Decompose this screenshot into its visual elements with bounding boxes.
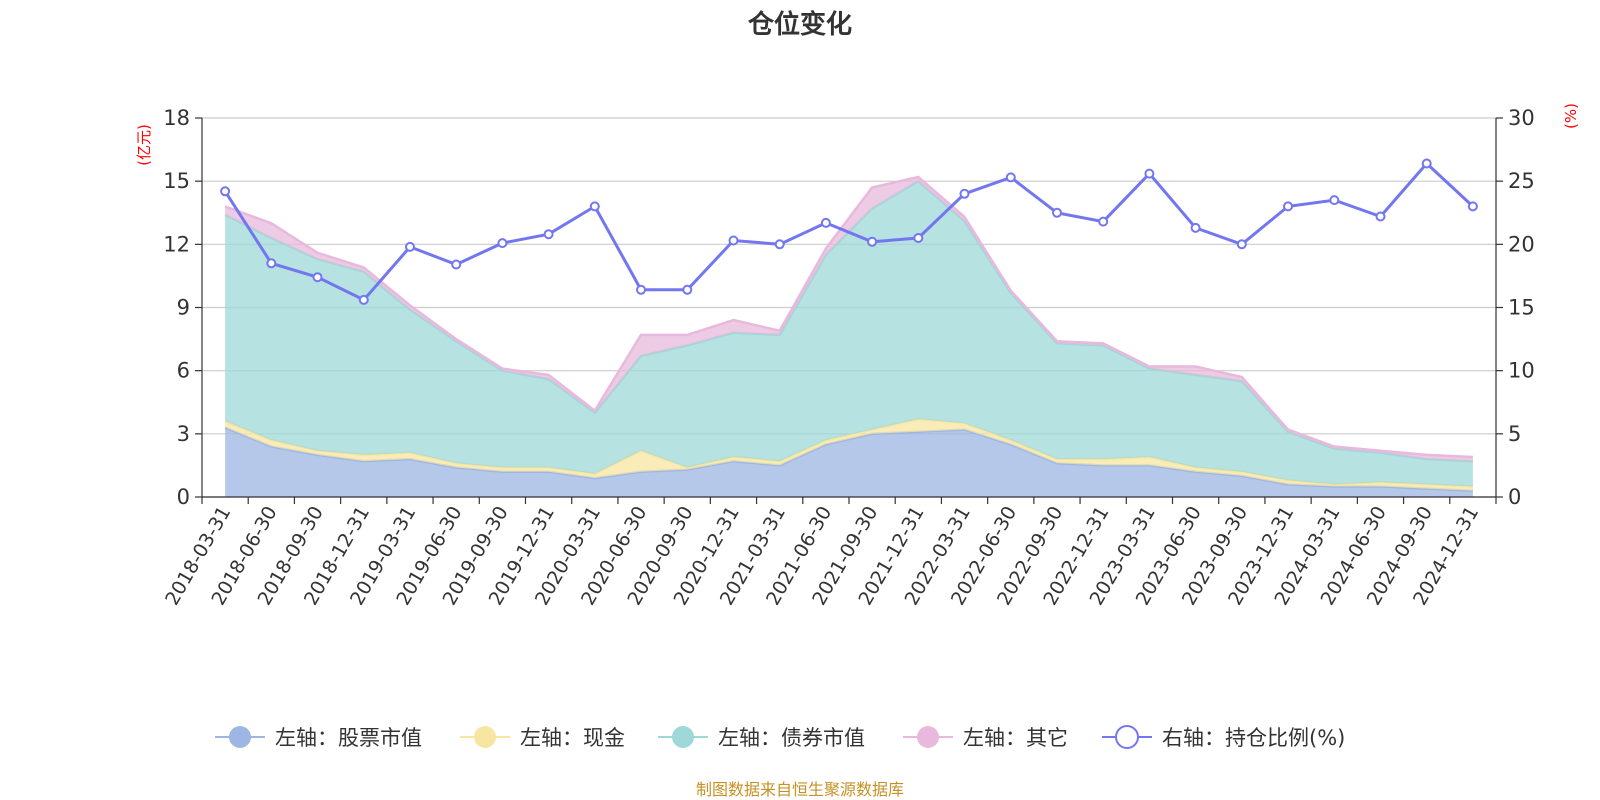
- left-axis-unit: (亿元): [135, 124, 153, 166]
- ratio-point: [820, 217, 831, 228]
- ratio-point: [1467, 201, 1478, 212]
- ratio-point: [636, 284, 646, 295]
- ratio-line-series: [220, 158, 1478, 305]
- ratio-point: [497, 238, 508, 249]
- ratio-point: [1098, 216, 1109, 227]
- ratio-point: [1375, 211, 1386, 222]
- legend-circle-marker: [474, 726, 496, 748]
- ratio-line: [223, 161, 1474, 302]
- left-axis-tick-label: 18: [163, 106, 190, 130]
- right-axis-tick-label: 30: [1508, 106, 1535, 130]
- ratio-point: [312, 272, 323, 283]
- right-axis-tick-label: 5: [1508, 422, 1521, 446]
- ratio-point: [358, 294, 369, 305]
- ratio-point: [451, 259, 462, 270]
- legend-circle-marker: [672, 726, 694, 748]
- chart-title: 仓位变化: [747, 9, 852, 40]
- left-axis-tick-label: 0: [177, 485, 190, 509]
- ratio-point: [1144, 168, 1155, 179]
- ratio-point: [1329, 195, 1340, 206]
- area-series: [225, 427, 1473, 497]
- left-axis-tick-label: 9: [177, 296, 190, 320]
- ratio-point: [543, 229, 554, 240]
- legend-label: 左轴：债券市值: [718, 726, 865, 750]
- stacked-areas: [224, 175, 1473, 497]
- right-axis-tick-label: 0: [1508, 485, 1521, 509]
- left-axis-tick-label: 3: [177, 422, 190, 446]
- right-axis-tick-label: 25: [1508, 169, 1535, 193]
- legend-label: 左轴：其它: [963, 726, 1068, 750]
- ratio-point: [589, 201, 600, 212]
- ratio-point: [266, 258, 277, 269]
- legend-label: 左轴：股票市值: [275, 726, 422, 750]
- legend: 左轴：股票市值 左轴：现金 左轴：债券市值 左轴：其它 右轴：持仓比例(%): [215, 725, 1345, 750]
- ratio-point: [728, 235, 739, 246]
- legend-circle-marker: [917, 726, 939, 748]
- ratio-point: [774, 239, 785, 250]
- ratio-point: [913, 233, 924, 243]
- left-axis-tick-label: 6: [177, 359, 190, 383]
- ratio-point: [682, 284, 693, 295]
- right-axis-tick-label: 15: [1508, 296, 1535, 320]
- right-axis-unit: (%): [1562, 103, 1580, 129]
- ratio-point: [1283, 201, 1293, 212]
- right-axis-tick-label: 10: [1508, 359, 1535, 383]
- source-note: 制图数据来自恒生聚源数据库: [696, 780, 904, 799]
- ratio-point: [405, 241, 415, 252]
- ratio-point: [959, 188, 970, 199]
- right-axis-tick-label: 20: [1508, 232, 1535, 256]
- ratio-point: [1190, 222, 1201, 233]
- ratio-point: [1052, 207, 1062, 218]
- ratio-point: [1421, 158, 1432, 169]
- left-axis-tick-label: 12: [163, 232, 190, 256]
- area-series-edge: [224, 175, 1473, 459]
- ratio-point: [220, 186, 231, 197]
- area-series: [225, 181, 1473, 487]
- ratio-point: [1005, 172, 1016, 183]
- legend-label: 左轴：现金: [520, 726, 625, 750]
- legend-circle-marker: [1115, 725, 1139, 749]
- ratio-point: [867, 236, 878, 247]
- legend-label: 右轴：持仓比例(%): [1162, 726, 1345, 750]
- ratio-point: [1236, 239, 1247, 250]
- legend-circle-marker: [229, 726, 251, 748]
- left-axis-tick-label: 15: [163, 169, 190, 193]
